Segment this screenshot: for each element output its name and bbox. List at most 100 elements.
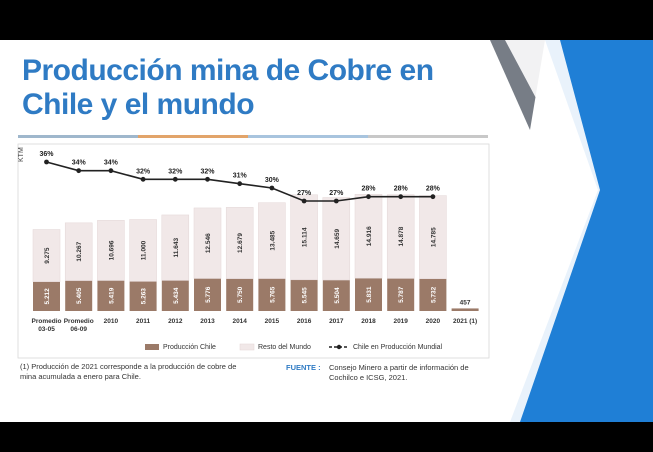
share-point [44, 159, 49, 165]
production-chart: KTM 9.275 5.212 10.267 5.405 10.696 5.419 11.0… [17, 143, 490, 359]
x-tick-label: Promedio [32, 318, 62, 325]
bar-world [386, 194, 415, 279]
slide: Producción mina de Cobre en Chile y el m… [0, 40, 653, 422]
x-tick-label: 03-05 [38, 326, 55, 333]
source-text: Consejo Minero a partir de información d… [329, 363, 469, 382]
world-value-label: 13.485 [269, 230, 276, 250]
bar-world [161, 214, 190, 281]
x-tick-label: Promedio [64, 318, 94, 325]
share-point [76, 168, 82, 174]
bar-chile [258, 278, 286, 311]
chile-value-label: 5.732 [430, 286, 437, 303]
share-point [269, 185, 275, 191]
share-point [301, 198, 307, 204]
share-label: 34% [104, 160, 119, 167]
page-title: Producción mina de Cobre en Chile y el m… [22, 54, 434, 122]
source-label: FUENTE : [286, 363, 321, 372]
share-point [172, 176, 178, 182]
title-line-2: Chile y el mundo [22, 88, 255, 121]
x-tick-label: 2020 [426, 318, 441, 325]
chile-value-label: 5.787 [398, 286, 405, 303]
share-label: 28% [394, 186, 409, 193]
share-label: 32% [136, 168, 151, 175]
share-label: 27% [329, 190, 344, 197]
share-label: 34% [72, 160, 87, 167]
chile-value-label: 5.831 [366, 286, 373, 303]
legend-swatch-point [336, 344, 342, 350]
bar-chile [65, 280, 93, 311]
x-tick-label: 2014 [232, 318, 247, 325]
share-point [237, 181, 243, 187]
legend-swatch-chile [145, 344, 159, 350]
bar-chile [161, 280, 189, 311]
bar-world [354, 194, 383, 279]
legend-label-chile: Producción Chile [163, 344, 216, 351]
world-value-label: 14.916 [366, 226, 373, 246]
share-label: 36% [39, 151, 54, 158]
legend-swatch-world [239, 343, 255, 351]
deco-blue-shape [510, 40, 653, 422]
bar-chile [387, 278, 415, 311]
x-tick-label: 2018 [361, 318, 376, 325]
world-value-label: 9.275 [44, 247, 51, 264]
bar-world [225, 207, 254, 279]
share-point [333, 198, 339, 204]
share-point [430, 194, 436, 200]
bar-chile [322, 280, 350, 311]
x-tick-label: 2012 [168, 318, 183, 325]
bar-world [32, 229, 61, 282]
legend-label-world: Resto del Mundo [258, 344, 311, 351]
bar-chile [290, 279, 318, 311]
world-value-label: 12.679 [237, 233, 244, 253]
bar-chile [97, 280, 125, 311]
share-label: 32% [168, 168, 183, 175]
world-value-label: 11.643 [173, 238, 180, 258]
chile-value-label: 5.750 [237, 286, 244, 303]
share-point [108, 168, 114, 174]
share-point [205, 176, 210, 182]
share-label: 28% [426, 186, 441, 193]
share-point [140, 176, 146, 182]
world-value-label: 10.696 [108, 240, 115, 260]
bar-world [290, 194, 318, 281]
chile-value-label: 5.765 [269, 286, 276, 303]
x-tick-label: 06-09 [70, 326, 87, 333]
bar-world [322, 197, 351, 281]
x-tick-label: 2019 [393, 318, 408, 325]
chile-value-label: 5.545 [302, 287, 309, 304]
bar-chile [419, 278, 447, 311]
world-value-label: 12.546 [205, 233, 212, 253]
share-point [398, 194, 404, 200]
chile-value-label: 457 [460, 299, 471, 306]
share-label: 30% [265, 177, 280, 184]
share-point [366, 194, 371, 200]
world-value-label: 10.267 [76, 241, 83, 261]
x-tick-label: 2021 (1) [453, 318, 477, 325]
title-line-1: Producción mina de Cobre en [22, 54, 434, 87]
chile-value-label: 5.212 [44, 288, 51, 305]
world-value-label: 14.878 [398, 226, 405, 246]
chile-value-label: 5.504 [334, 287, 341, 304]
x-tick-label: 2011 [136, 318, 150, 325]
share-label: 28% [361, 186, 376, 193]
x-tick-label: 2015 [265, 318, 280, 325]
chile-value-label: 5.263 [141, 288, 148, 305]
bar-world [419, 195, 447, 280]
deco-white-stripe [505, 40, 600, 422]
bar-world [64, 222, 93, 281]
legend-label-line: Chile en Producción Mundial [353, 344, 443, 351]
bar-chile [226, 278, 254, 311]
share-label: 32% [200, 168, 215, 175]
bar-world [129, 219, 157, 282]
slide-decoration [490, 40, 653, 422]
world-value-label: 15.114 [302, 227, 309, 247]
chile-value-label: 5.419 [108, 287, 115, 304]
chile-value-label: 5.434 [173, 287, 180, 304]
x-tick-label: 2016 [297, 318, 312, 325]
footnote: (1) Producción de 2021 corresponde a la … [20, 362, 237, 381]
bar-world [97, 220, 125, 281]
title-underline [18, 135, 488, 138]
chile-value-label: 5.405 [76, 287, 83, 304]
x-tick-label: 2013 [200, 318, 215, 325]
world-value-label: 14.659 [334, 228, 341, 248]
